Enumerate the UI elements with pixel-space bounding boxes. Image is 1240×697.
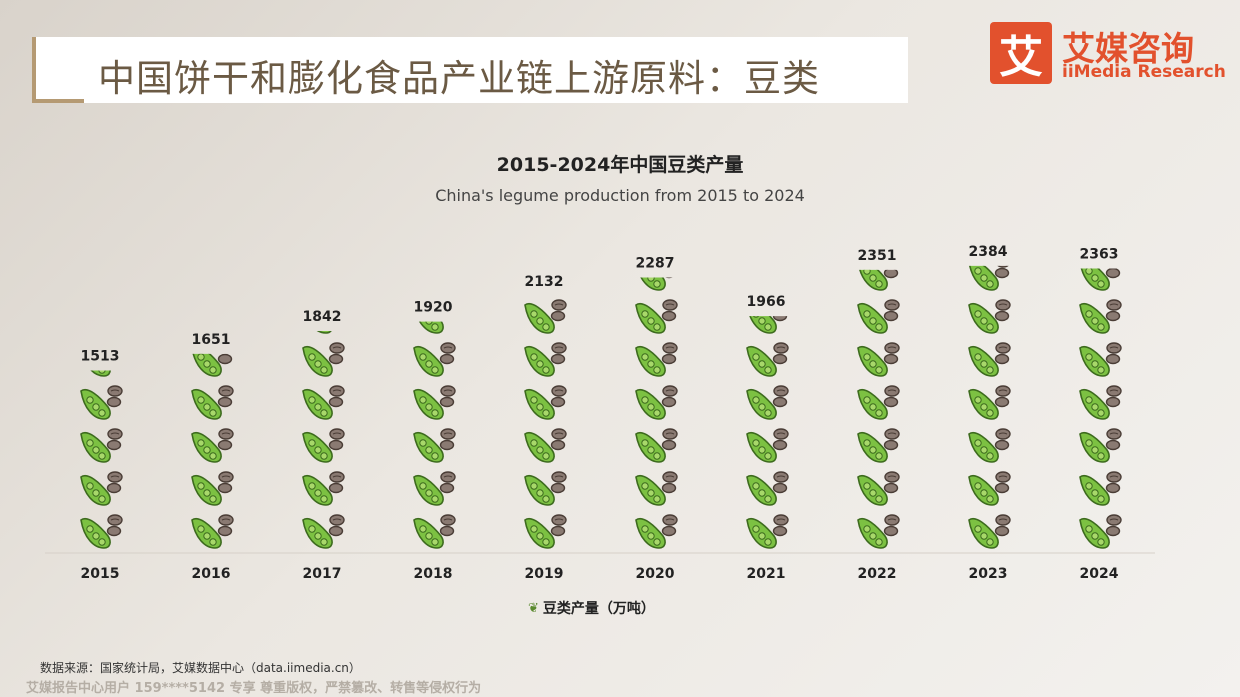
data-label-2015: 1513 [81, 348, 120, 364]
pea-pod-icon [857, 428, 900, 463]
pea-pod-icon [1079, 514, 1122, 549]
pea-pod-icon [191, 353, 234, 377]
bar-2015 [80, 370, 123, 549]
pea-pod-icon [968, 428, 1011, 463]
pea-pod-icon: ❦ [528, 600, 539, 616]
bar-2019 [524, 299, 567, 549]
x-tick-2016: 2016 [192, 566, 231, 582]
title-bar [32, 37, 908, 103]
pea-pod-icon [968, 385, 1011, 420]
pea-pod-icon [1079, 342, 1122, 377]
data-label-2019: 2132 [525, 274, 564, 290]
x-tick-2020: 2020 [636, 566, 675, 582]
x-tick-2023: 2023 [969, 566, 1008, 582]
legend-label: 豆类产量（万吨） [542, 601, 655, 617]
pea-pod-icon [80, 471, 123, 506]
pea-pod-icon [857, 471, 900, 506]
data-label-2018: 1920 [414, 300, 453, 316]
pea-pod-icon [524, 428, 567, 463]
pea-pod-icon [302, 342, 345, 377]
pea-pod-icon [746, 428, 789, 463]
pea-pod-icon [413, 428, 456, 463]
pea-pod-icon [524, 471, 567, 506]
pea-pod-icon [968, 471, 1011, 506]
pea-pod-icon [968, 265, 1011, 291]
pea-pod-icon [746, 342, 789, 377]
pea-pod-icon [524, 385, 567, 420]
data-label-2016: 1651 [192, 332, 231, 348]
pea-pod-icon [635, 299, 678, 334]
pea-pod-icon [413, 342, 456, 377]
pea-pod-icon [635, 471, 678, 506]
pea-pod-icon [635, 428, 678, 463]
logo-name-cn: 艾媒咨询 [1062, 29, 1194, 68]
pea-pod-icon [857, 514, 900, 549]
x-tick-2018: 2018 [414, 566, 453, 582]
data-label-2017: 1842 [303, 309, 342, 325]
pea-pod-icon [80, 514, 123, 549]
data-label-2020: 2287 [636, 256, 675, 272]
chart-legend: ❦ 豆类产量（万吨） [528, 598, 655, 618]
data-label-2021: 1966 [747, 294, 786, 310]
x-tick-2019: 2019 [525, 566, 564, 582]
pea-pod-icon [1079, 385, 1122, 420]
pea-pod-icon [1079, 471, 1122, 506]
pea-pod-icon [635, 514, 678, 549]
pea-pod-icon [746, 514, 789, 549]
pea-pod-icon [524, 342, 567, 377]
bar-2017 [302, 330, 345, 549]
pea-pod-icon [968, 514, 1011, 549]
title-accent [32, 37, 84, 103]
pea-pod-icon [413, 385, 456, 420]
pea-pod-icon [80, 385, 123, 420]
x-tick-2021: 2021 [747, 566, 786, 582]
pea-pod-icon [302, 471, 345, 506]
bar-2016 [191, 353, 234, 549]
pea-pod-icon [413, 471, 456, 506]
bar-2020 [635, 277, 678, 549]
pea-pod-icon [191, 514, 234, 549]
pea-pod-icon [968, 299, 1011, 334]
page-title: 中国饼干和膨化食品产业链上游原料：豆类 [98, 57, 820, 100]
pea-pod-icon [635, 342, 678, 377]
pea-pod-icon [302, 514, 345, 549]
pea-pod-icon [302, 428, 345, 463]
pea-pod-icon [524, 514, 567, 549]
pea-pod-icon [746, 385, 789, 420]
pea-pod-icon [191, 428, 234, 463]
data-label-2022: 2351 [858, 248, 897, 264]
x-tick-2022: 2022 [858, 566, 897, 582]
logo-icon: 艾 [990, 22, 1052, 84]
bar-2021 [746, 316, 789, 549]
pea-pod-icon [1079, 299, 1122, 334]
pea-pod-icon [857, 342, 900, 377]
pea-pod-icon [857, 385, 900, 420]
pea-pod-icon [80, 428, 123, 463]
x-tick-2024: 2024 [1080, 566, 1119, 582]
source-note: 数据来源：国家统计局，艾媒数据中心（data.iimedia.cn） [40, 661, 361, 675]
watermark: 艾媒报告中心用户 159****5142 专享 尊重版权，严禁篡改、转售等侵权行… [26, 681, 482, 696]
x-tick-2017: 2017 [303, 566, 342, 582]
chart-subtitle: China's legume production from 2015 to 2… [435, 186, 805, 205]
bar-2022 [857, 269, 900, 549]
pea-pod-icon [191, 385, 234, 420]
pea-pod-icon [524, 299, 567, 334]
logo-name-en: iiMedia Research [1062, 62, 1226, 82]
pea-pod-icon [968, 342, 1011, 377]
data-label-2023: 2384 [969, 244, 1008, 260]
chart-title: 2015-2024年中国豆类产量 [496, 154, 744, 176]
x-tick-2015: 2015 [81, 566, 120, 582]
pea-pod-icon [302, 385, 345, 420]
pea-pod-icon [635, 385, 678, 420]
pea-pod-icon [746, 471, 789, 506]
pea-pod-icon [1079, 428, 1122, 463]
bar-2018 [413, 321, 456, 549]
pea-pod-icon [413, 514, 456, 549]
bar-2024 [1079, 268, 1122, 549]
data-label-2024: 2363 [1080, 246, 1119, 262]
pea-pod-icon [191, 471, 234, 506]
pea-pod-icon [857, 299, 900, 334]
bar-2023 [968, 265, 1011, 549]
